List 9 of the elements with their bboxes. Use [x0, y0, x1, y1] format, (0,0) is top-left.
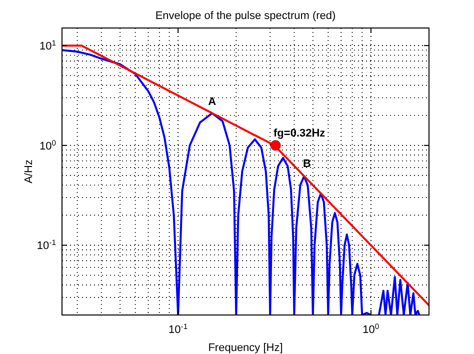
chart-title: Envelope of the pulse spectrum (red) — [155, 10, 336, 22]
annotation: fg=0.32Hz — [274, 127, 326, 140]
y-tick-label: 10$^{-1}$ — [36, 238, 56, 252]
x-axis-title: Frequency [Hz] — [208, 342, 283, 354]
annotation: A — [208, 96, 216, 108]
y-axis-title: A/Hz — [23, 160, 35, 184]
y-tick-label: 10$^{0}$ — [39, 138, 56, 152]
annotation: B — [303, 158, 312, 170]
y-tick-label: 10$^{1}$ — [39, 38, 56, 53]
